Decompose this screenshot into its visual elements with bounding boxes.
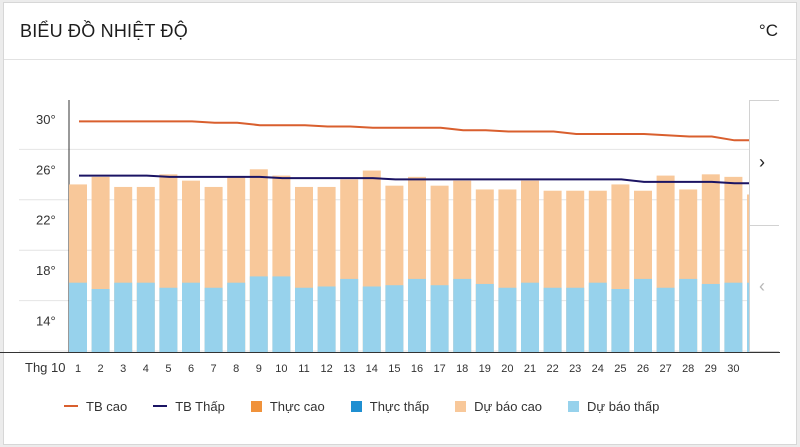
forecast-low-bar[interactable] — [679, 278, 698, 352]
x-tick-label: 17 — [433, 363, 445, 375]
x-axis-month-label: Thg 10 — [25, 360, 65, 375]
forecast-low-bar[interactable] — [249, 276, 268, 352]
x-tick-label: 30 — [727, 363, 739, 375]
chevron-left-icon: ‹ — [759, 276, 765, 296]
x-tick-label: 8 — [233, 363, 239, 375]
x-tick-label: 14 — [366, 363, 378, 375]
x-tick-label: 9 — [256, 363, 262, 375]
legend-item[interactable]: TB cao — [64, 399, 127, 414]
forecast-low-bar[interactable] — [272, 276, 291, 352]
x-tick-label: 5 — [165, 363, 171, 375]
x-tick-label: 28 — [682, 363, 694, 375]
legend-swatch — [350, 400, 362, 412]
x-tick-label: 16 — [411, 363, 423, 375]
y-tick-label: 26° — [36, 162, 56, 177]
x-tick-label: 1 — [75, 363, 81, 375]
forecast-low-bar[interactable] — [227, 282, 246, 352]
legend-swatch — [455, 400, 467, 412]
forecast-low-bar[interactable] — [91, 289, 110, 352]
forecast-low-bar[interactable] — [566, 287, 585, 352]
forecast-low-bar[interactable] — [69, 282, 87, 352]
x-tick-label: 6 — [188, 363, 194, 375]
x-tick-label: 3 — [120, 363, 126, 375]
legend-label: TB cao — [86, 398, 128, 414]
x-tick-label: 21 — [524, 363, 536, 375]
forecast-low-bar[interactable] — [634, 278, 652, 352]
forecast-low-bar[interactable] — [204, 287, 223, 352]
legend-label: Thực thấp — [369, 398, 430, 414]
forecast-low-bar[interactable] — [430, 285, 449, 352]
chart-legend: TB cao TB Thấp Thực cao Thực thấp Dự báo cao… — [64, 396, 685, 416]
x-tick-label: 22 — [546, 363, 558, 375]
legend-swatch — [153, 405, 168, 407]
x-tick-label: 13 — [343, 363, 355, 375]
forecast-low-bar[interactable] — [385, 285, 404, 352]
forecast-low-bar[interactable] — [611, 289, 630, 352]
legend-label: Dự báo cao — [474, 398, 543, 414]
chart-title: BIỂU ĐỒ NHIỆT ĐỘ — [20, 21, 188, 41]
x-tick-label: 25 — [614, 363, 626, 375]
forecast-low-bar[interactable] — [114, 282, 133, 352]
legend-label: TB Thấp — [175, 398, 225, 414]
previous-period-button[interactable]: ‹ — [749, 226, 779, 352]
y-tick-label: 22° — [36, 213, 56, 228]
x-tick-label: 29 — [705, 363, 717, 375]
x-tick-label: 15 — [388, 363, 400, 375]
forecast-low-bar[interactable] — [498, 287, 517, 352]
bars-group — [69, 169, 765, 353]
y-tick-label: 14° — [36, 314, 56, 329]
y-tick-label: 30° — [36, 112, 56, 127]
forecast-low-bar[interactable] — [747, 282, 765, 352]
legend-item[interactable]: Dự báo thấp — [568, 399, 659, 414]
forecast-low-bar[interactable] — [701, 283, 720, 352]
legend-item[interactable]: TB Thấp — [153, 399, 225, 414]
legend-label: Thực cao — [269, 398, 325, 414]
forecast-low-bar[interactable] — [340, 278, 359, 352]
x-tick-label: 23 — [569, 363, 581, 375]
x-tick-label: 2 — [98, 363, 104, 375]
chevron-right-icon: › — [759, 152, 765, 172]
forecast-low-bar[interactable] — [475, 283, 494, 352]
forecast-low-bar[interactable] — [362, 286, 381, 352]
forecast-low-bar[interactable] — [588, 282, 607, 352]
avg-high-line — [79, 120, 757, 142]
x-tick-label: 18 — [456, 363, 468, 375]
legend-swatch — [250, 400, 262, 412]
x-tick-label: 19 — [479, 363, 491, 375]
forecast-low-bar[interactable] — [656, 287, 675, 352]
x-tick-label: 4 — [143, 363, 149, 375]
forecast-low-bar[interactable] — [317, 286, 336, 352]
forecast-low-bar[interactable] — [724, 282, 743, 352]
legend-item[interactable]: Thực cao — [250, 398, 325, 414]
legend-item[interactable]: Thực thấp — [350, 398, 430, 414]
legend-label: Dự báo thấp — [587, 398, 660, 414]
unit-label: °C — [758, 21, 778, 40]
x-tick-label: 27 — [659, 363, 671, 375]
next-period-button[interactable]: › — [749, 100, 779, 226]
forecast-low-bar[interactable] — [521, 282, 539, 352]
forecast-low-bar[interactable] — [159, 287, 178, 352]
x-tick-label: 20 — [501, 363, 513, 375]
card-header: BIỂU ĐỒ NHIỆT ĐỘ °C — [4, 3, 796, 60]
forecast-low-bar[interactable] — [543, 287, 562, 352]
x-tick-label: 11 — [298, 363, 309, 375]
x-tick-label: 24 — [592, 363, 604, 375]
legend-swatch — [568, 400, 580, 412]
x-tick-label: 12 — [320, 363, 332, 375]
avg-low-line — [79, 174, 757, 185]
x-tick-label: 7 — [211, 363, 217, 375]
x-tick-label: 26 — [637, 363, 649, 375]
forecast-low-bar[interactable] — [453, 278, 472, 352]
forecast-high-bar[interactable] — [747, 194, 765, 353]
forecast-low-bar[interactable] — [136, 282, 155, 352]
y-tick-label: 18° — [36, 263, 56, 278]
legend-swatch — [64, 405, 78, 407]
x-tick-label: 10 — [275, 363, 287, 375]
forecast-low-bar[interactable] — [182, 282, 200, 352]
legend-item[interactable]: Dự báo cao — [455, 399, 542, 414]
forecast-low-bar[interactable] — [408, 278, 426, 352]
forecast-low-bar[interactable] — [295, 287, 313, 352]
